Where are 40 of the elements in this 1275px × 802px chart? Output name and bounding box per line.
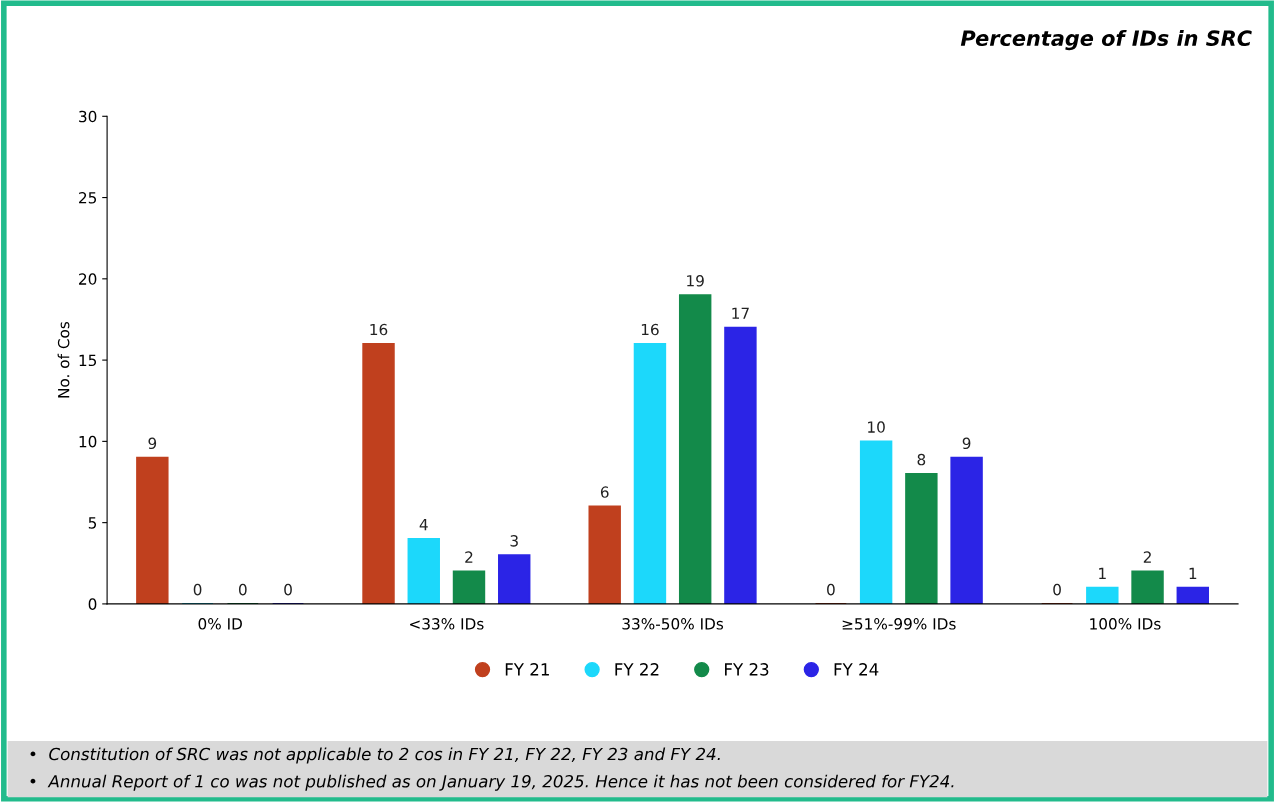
x-tick-label: 100% IDs bbox=[1090, 618, 1161, 630]
data-label: 2 bbox=[1143, 551, 1151, 563]
data-label: 1 bbox=[1099, 567, 1106, 579]
data-label: 2 bbox=[465, 551, 473, 563]
x-tick-label: 0% ID bbox=[198, 618, 242, 630]
y-tick-label: 10 bbox=[79, 435, 97, 448]
y-tick-label: 15 bbox=[79, 354, 97, 367]
data-label: 0 bbox=[1053, 583, 1061, 596]
data-label: 17 bbox=[732, 307, 749, 319]
data-label: 3 bbox=[510, 535, 518, 547]
data-label: 0 bbox=[238, 583, 247, 596]
y-tick-label: 25 bbox=[79, 192, 97, 204]
data-label: 9 bbox=[148, 437, 157, 450]
legend-label: FY 21 bbox=[505, 663, 549, 676]
y-tick-label: 5 bbox=[88, 517, 97, 529]
data-label: 1 bbox=[1189, 567, 1197, 579]
data-label: 0 bbox=[827, 583, 835, 596]
x-tick-label: ≥51%-99% IDs bbox=[842, 618, 956, 630]
y-tick-label: 30 bbox=[79, 110, 97, 123]
data-label: 19 bbox=[687, 275, 704, 287]
text: • Annual Report of 1 co was not published as on January 19, 2025. Hence it has not been considered for FY24. bbox=[30, 774, 954, 791]
x-tick-label: 33%-50% IDs bbox=[622, 618, 724, 630]
chart-title: Percentage of IDs in SRC bbox=[960, 29, 1252, 51]
y-axis-title: No. of Cos bbox=[57, 321, 70, 398]
y-tick-label: 0 bbox=[88, 598, 97, 610]
legend-label: FY 24 bbox=[834, 663, 879, 676]
data-label: 16 bbox=[370, 323, 388, 336]
data-label: 16 bbox=[641, 323, 659, 336]
data-label: 4 bbox=[419, 519, 428, 531]
x-tick-label: <33% IDs bbox=[410, 618, 484, 630]
data-label: 9 bbox=[962, 437, 971, 450]
data-label: 10 bbox=[868, 421, 885, 433]
legend-label: FY 23 bbox=[725, 663, 769, 676]
text: • Constitution of SRC was not applicable to 2 cos in FY 21, FY 22, FY 23 and FY 24. bbox=[30, 747, 720, 764]
y-tick-label: 20 bbox=[79, 273, 97, 285]
data-label: 0 bbox=[284, 583, 292, 596]
legend-label: FY 22 bbox=[615, 663, 659, 676]
data-label: 8 bbox=[917, 453, 926, 466]
data-label: 0 bbox=[193, 583, 202, 596]
data-label: 6 bbox=[600, 486, 609, 498]
